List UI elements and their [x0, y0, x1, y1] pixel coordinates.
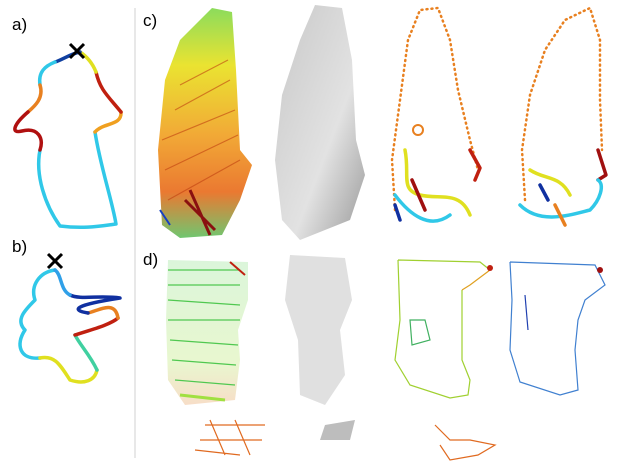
trajectory-c3: [390, 6, 482, 223]
surface-c: [275, 5, 365, 240]
trajectory-a: [13, 42, 123, 229]
panel-label: a): [12, 15, 27, 34]
trajectory-b: [18, 252, 122, 384]
trajectory-c4: [518, 6, 608, 227]
surface-d-piece: [320, 420, 355, 440]
panel-label: d): [143, 250, 158, 269]
panel-label: c): [143, 11, 157, 30]
point-cloud-d: [166, 260, 265, 456]
panel-label: b): [12, 237, 27, 256]
surface-d: [285, 255, 352, 405]
point-cloud-c: [158, 8, 252, 238]
start-marker: [68, 42, 86, 60]
trajectory-d3: [394, 259, 497, 461]
start-marker: [46, 252, 64, 270]
trajectory-d4: [509, 261, 606, 396]
